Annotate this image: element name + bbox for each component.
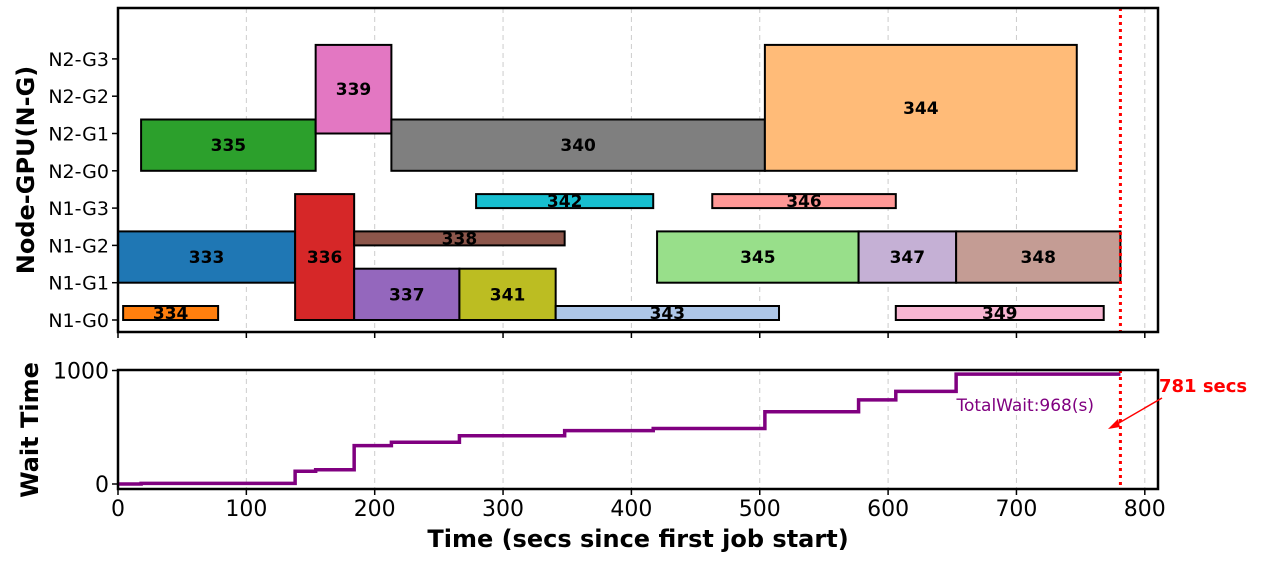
- wait-y-ticks: 0 1000: [53, 360, 118, 498]
- end-time-arrow-head: [1108, 419, 1120, 429]
- job-label-344: 344: [903, 99, 939, 119]
- job-label-340: 340: [560, 136, 596, 156]
- job-label-338: 338: [442, 229, 478, 249]
- job-label-349: 349: [982, 304, 1018, 324]
- job-label-337: 337: [389, 285, 425, 305]
- wait-tick-label: 0: [95, 473, 109, 498]
- job-bars: 333 334 335 336 337 338 339 340 341 342 343 344 345 3…: [117, 43, 1122, 324]
- job-bar-336: [294, 193, 356, 322]
- gpu-tick-label: N1-G0: [48, 310, 109, 332]
- time-tick-label: 500: [739, 497, 781, 522]
- job-bar-344: [763, 43, 1078, 172]
- job-bar-338: [353, 230, 566, 247]
- job-bar-340: [390, 118, 766, 172]
- job-bar-345: [656, 230, 860, 284]
- gantt-y-axis-label: Node-GPU(N-G): [12, 66, 40, 274]
- wait-time-series-line: [118, 372, 1121, 486]
- gpu-gantt-chart: 333 334 335 336 337 338 339 340 341 342 343 344 345 3…: [12, 6, 1160, 338]
- job-label-335: 335: [211, 136, 247, 156]
- gpu-tick-label: N1-G1: [48, 273, 109, 295]
- time-x-ticks: 0 100 200 300 400 500 600 700 800: [111, 489, 1166, 522]
- job-label-346: 346: [786, 192, 822, 212]
- end-time-annotation: 781 secs: [1159, 376, 1247, 397]
- job-label-347: 347: [890, 248, 926, 268]
- gpu-tick-label: N1-G3: [48, 198, 109, 220]
- wait-time-chart: 0 1000 0 100 200 300 400 500 600 700 800 TotalWai…: [16, 360, 1247, 554]
- time-tick-label: 700: [995, 497, 1037, 522]
- gpu-tick-label: N2-G0: [48, 161, 109, 183]
- job-bar-335: [140, 118, 317, 172]
- time-x-axis-label: Time (secs since first job start): [427, 525, 848, 553]
- job-bar-347: [857, 230, 958, 284]
- job-label-334: 334: [153, 304, 189, 324]
- wait-tick-label: 1000: [53, 360, 109, 385]
- end-time-arrow: [1111, 397, 1163, 428]
- time-tick-label: 0: [111, 497, 125, 522]
- wait-y-axis-label: Wait Time: [16, 362, 44, 498]
- job-label-336: 336: [307, 248, 343, 268]
- job-bar-348: [955, 230, 1122, 284]
- job-label-339: 339: [336, 80, 372, 100]
- gpu-y-ticks: N1-G0 N1-G1 N1-G2 N1-G3 N2-G0 N2-G1 N2-G2 N2-G3: [48, 49, 118, 332]
- top-plot-frame: [116, 6, 1160, 334]
- job-label-343: 343: [650, 304, 686, 324]
- job-bar-334: [122, 305, 220, 321]
- time-tick-label: 100: [225, 497, 267, 522]
- job-label-341: 341: [490, 285, 526, 305]
- time-tick-label: 800: [1124, 497, 1166, 522]
- job-bar-346: [711, 193, 897, 210]
- gpu-tick-label: N2-G2: [48, 86, 109, 108]
- job-bar-343: [554, 305, 781, 321]
- job-bar-337: [353, 267, 461, 322]
- job-bar-342: [475, 193, 655, 210]
- job-label-342: 342: [547, 192, 583, 212]
- time-tick-label: 300: [482, 497, 524, 522]
- gpu-tick-label: N1-G2: [48, 235, 109, 257]
- time-tick-label: 400: [610, 497, 652, 522]
- job-label-345: 345: [740, 248, 776, 268]
- job-label-348: 348: [1021, 248, 1057, 268]
- job-bar-349: [894, 305, 1105, 321]
- time-tick-label: 600: [867, 497, 909, 522]
- time-tick-label: 200: [354, 497, 396, 522]
- gpu-tick-label: N2-G1: [48, 124, 109, 146]
- total-wait-annotation: TotalWait:968(s): [955, 396, 1094, 416]
- job-bar-339: [314, 43, 393, 135]
- job-label-333: 333: [189, 248, 225, 268]
- gpu-tick-label: N2-G3: [48, 49, 109, 71]
- job-bar-341: [458, 267, 557, 322]
- bottom-plot-frame: [116, 368, 1160, 491]
